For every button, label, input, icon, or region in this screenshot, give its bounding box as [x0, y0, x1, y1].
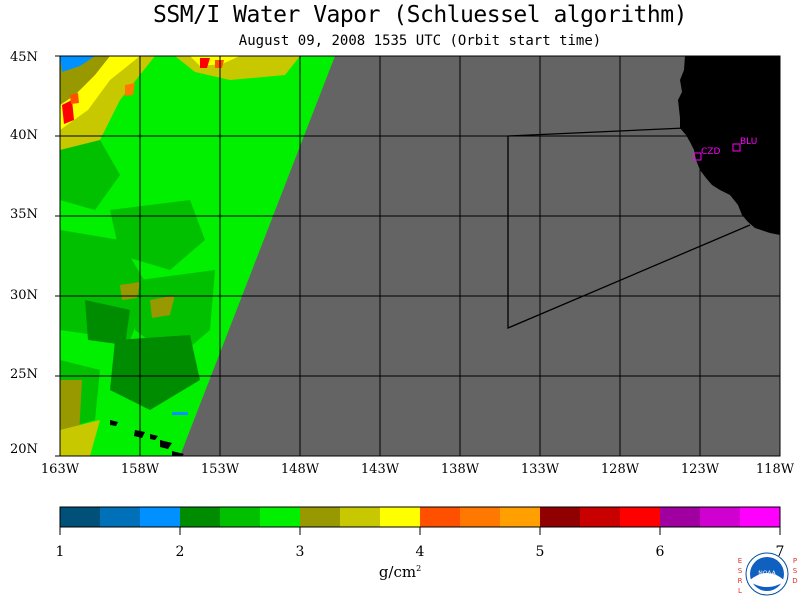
- map-subtitle: August 09, 2008 1535 UTC (Orbit start ti…: [238, 33, 602, 49]
- colorbar-swatch: [60, 507, 101, 527]
- colorbar-swatch: [260, 507, 301, 527]
- units-text: g/cm: [378, 563, 417, 581]
- lon-label: 123W: [680, 462, 720, 477]
- colorbar-tick-label: 6: [655, 544, 665, 560]
- station-marker-czd: [693, 152, 702, 161]
- region-outline-top: [507, 127, 686, 137]
- colorbar-tick-label: 7: [775, 544, 785, 560]
- colorbar-swatch: [500, 507, 541, 527]
- colorbar-swatch: [620, 507, 661, 527]
- lat-ticks: [55, 55, 60, 457]
- noaa-logo: NOAA: [745, 552, 789, 596]
- station-label-blu: BLU: [740, 137, 758, 147]
- lon-label: 138W: [440, 462, 480, 477]
- colorbar-swatch: [220, 507, 261, 527]
- water-vapor-swath: [60, 56, 335, 456]
- region-outline: [507, 136, 751, 329]
- colorbar-ticks: [59, 527, 781, 535]
- lon-label: 148W: [280, 462, 320, 477]
- colorbar-swatch: [420, 507, 461, 527]
- lat-label: 40N: [10, 128, 38, 143]
- colorbar-swatch: [100, 507, 141, 527]
- lon-label: 158W: [120, 462, 160, 477]
- colorbar-swatch: [140, 507, 181, 527]
- lon-label: 133W: [520, 462, 560, 477]
- colorbar-tick-label: 2: [175, 544, 185, 560]
- lon-label: 163W: [40, 462, 80, 477]
- lon-label: 118W: [755, 462, 795, 477]
- lon-label: 143W: [360, 462, 400, 477]
- lon-label: 128W: [600, 462, 640, 477]
- colorbar: [60, 507, 781, 527]
- colorbar-swatch: [460, 507, 501, 527]
- colorbar-tick-label: 4: [415, 544, 425, 560]
- lat-label: 45N: [10, 50, 38, 65]
- colorbar-swatch: [660, 507, 701, 527]
- colorbar-swatch: [580, 507, 621, 527]
- station-marker-blu: [732, 143, 741, 152]
- colorbar-swatch: [340, 507, 381, 527]
- colorbar-tick-label: 5: [535, 544, 545, 560]
- units-superscript: 2: [416, 564, 422, 573]
- colorbar-tick-label: 3: [295, 544, 305, 560]
- colorbar-frame: [59, 506, 781, 528]
- map-title: SSM/I Water Vapor (Schluessel algorithm): [153, 2, 687, 28]
- colorbar-swatch: [180, 507, 221, 527]
- lat-label: 35N: [10, 207, 38, 222]
- colorbar-swatch: [540, 507, 581, 527]
- lat-label: 25N: [10, 367, 38, 382]
- colorbar-swatch: [740, 507, 781, 527]
- colorbar-units: g/cm2: [360, 563, 440, 581]
- lat-label: 30N: [10, 288, 38, 303]
- colorbar-swatch: [300, 507, 341, 527]
- logo-center-text: NOAA: [758, 570, 776, 577]
- lat-label: 20N: [10, 442, 38, 457]
- colorbar-swatch: [380, 507, 421, 527]
- map-frame: [59, 55, 781, 457]
- colorbar-swatch: [700, 507, 741, 527]
- lat-lon-grid: [60, 56, 780, 456]
- colorbar-tick-label: 1: [55, 544, 65, 560]
- station-label-czd: CZD: [701, 147, 721, 157]
- lon-label: 153W: [200, 462, 240, 477]
